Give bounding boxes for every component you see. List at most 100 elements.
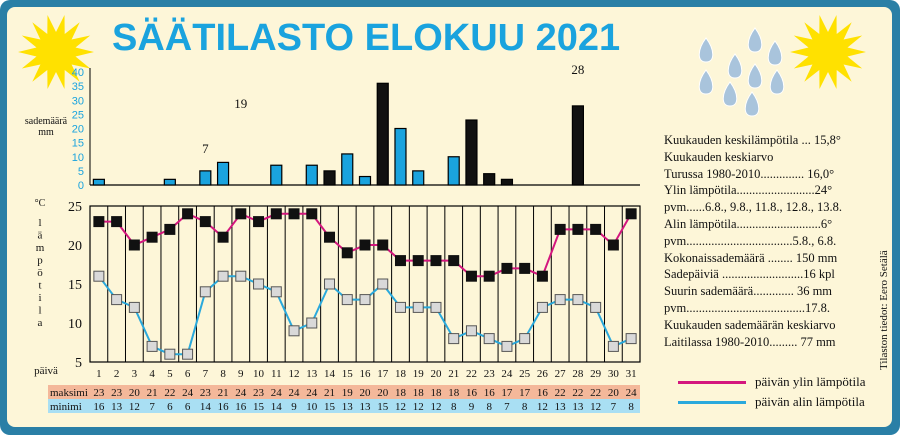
day-tick-label: 7 [203,368,209,380]
min-row-value: 13 [111,401,123,413]
day-tick-label: 31 [626,368,637,380]
max-temp-point [164,223,176,235]
max-temp-point [324,231,336,243]
min-temp-point [217,270,229,282]
max-temp-point [253,216,265,228]
max-row-value: 19 [342,387,354,399]
min-temp-point [235,270,247,282]
min-row-value: 16 [235,401,247,413]
max-row-value: 22 [572,387,583,399]
min-temp-point [253,278,265,290]
rain-tick-label: 30 [72,95,84,107]
min-temp-point [448,333,460,345]
day-tick-label: 9 [238,368,244,380]
temp-axis-letter: p [37,255,43,267]
rain-bar [447,156,460,186]
max-row-value: 22 [590,387,601,399]
day-tick-label: 8 [220,368,226,380]
min-row-value: 16 [93,401,105,413]
day-tick-label: 29 [590,368,602,380]
min-temp-point [199,286,211,298]
min-row-value: 15 [253,401,265,413]
min-temp-point [483,333,495,345]
temp-axis-letter: i [38,292,41,304]
min-row-value: 7 [504,401,510,413]
min-row-band [48,399,640,413]
max-row-value: 24 [271,387,283,399]
day-tick-label: 26 [537,368,549,380]
temp-axis-letter: ä [38,230,43,242]
min-row-value: 12 [537,401,548,413]
stats-panel: Kuukauden keskilämpötila ... 15,8° Kuuka… [664,132,874,350]
rain-bar [394,127,407,186]
day-tick-label: 3 [132,368,138,380]
day-tick-label: 23 [484,368,496,380]
max-temp-point [146,231,158,243]
min-temp-point [164,348,176,360]
day-tick-label: 6 [185,368,191,380]
rain-axis-label-line1: sademäärä [25,116,68,127]
min-temp-point [324,278,336,290]
min-row-value: 8 [522,401,528,413]
min-row-value: 14 [200,401,212,413]
min-temp-point [519,333,531,345]
legend-max-swatch [678,381,746,384]
raindrop-icon [698,69,714,95]
min-row-value: 12 [413,401,424,413]
temp-axis-letter: t [38,280,41,292]
temp-axis-letter: l [38,305,41,317]
min-row-value: 6 [185,401,191,413]
max-row-value: 16 [484,387,496,399]
max-temp-point [377,239,389,251]
stat-line: Alin lämpötila..........................… [664,216,833,231]
min-temp-point [93,270,105,282]
rain-bar [483,173,496,186]
stat-line: Kuukauden sademäärän keskiarvo [664,317,836,332]
rain-axis-label-line2: mm [38,127,54,138]
stat-line: pvm..................................5.8… [664,233,837,248]
day-tick-label: 21 [448,368,459,380]
max-row-value: 18 [430,387,442,399]
day-tick-label: 28 [572,368,584,380]
max-row-value: 22 [164,387,175,399]
rain-annotation: 19 [234,96,247,111]
min-temp-point [430,301,442,313]
max-temp-point [341,247,353,259]
min-row-value: 9 [469,401,475,413]
max-temp-point [111,216,123,228]
stat-line: Laitilassa 1980-2010......... 77 mm [664,334,836,349]
max-row-band [48,385,640,399]
temp-tick-label: 20 [68,239,82,254]
rain-bar [92,178,105,186]
min-temp-point [182,348,194,360]
raindrop-icon [747,63,763,89]
raindrop-icon [698,37,714,63]
max-temp-point [359,239,371,251]
day-tick-label: 2 [114,368,120,380]
min-row-value: 8 [451,401,457,413]
max-temp-point [519,262,531,274]
max-temp-point [182,208,194,220]
legend-min-label: päivän alin lämpötila [755,394,865,409]
rain-bar [376,82,389,186]
max-row-value: 18 [448,387,460,399]
max-row-value: 16 [537,387,549,399]
raindrop-icon [747,27,763,53]
rain-tick-label: 15 [72,138,84,150]
stat-line: Kokonaissademäärä ........ 150 mm [664,250,838,265]
day-tick-label: 15 [342,368,354,380]
min-temp-point [625,333,637,345]
day-tick-label: 22 [466,368,477,380]
max-row-value: 20 [377,387,389,399]
stat-line: Suurin sademäärä............. 36 mm [664,284,833,299]
rain-annotation: 7 [202,141,209,156]
max-temp-point [536,270,548,282]
rain-bar [358,175,372,186]
temp-axis-letter: l [38,217,41,229]
min-temp-point [146,340,158,352]
max-row-value: 24 [235,387,247,399]
min-row-value: 8 [628,401,634,413]
max-temp-point [235,208,247,220]
rain-tick-label: 0 [78,180,84,192]
